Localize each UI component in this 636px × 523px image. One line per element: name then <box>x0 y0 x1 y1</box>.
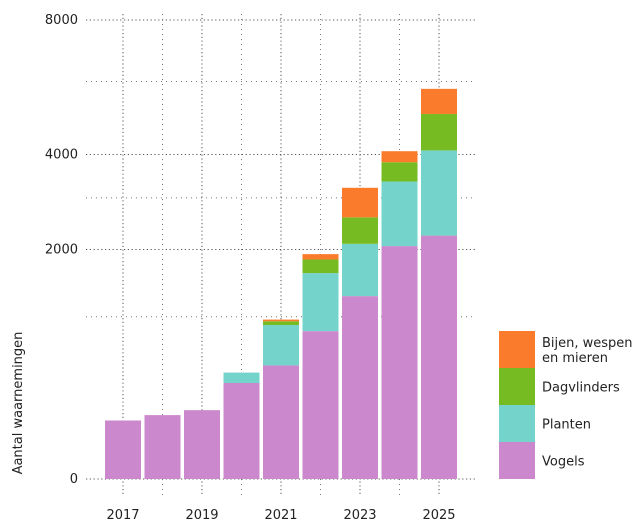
bar-segment <box>342 187 378 218</box>
bar-segment <box>302 331 339 479</box>
x-tick-label: 2025 <box>422 508 455 523</box>
bar-segment <box>302 273 339 332</box>
bar-segment <box>421 150 457 236</box>
legend-label: en mieren <box>542 351 608 366</box>
bar-segment <box>263 365 299 479</box>
x-tick-label: 2019 <box>185 508 218 523</box>
legend-swatch <box>499 368 535 405</box>
bar-segment <box>223 382 260 479</box>
bar-segment <box>263 325 299 366</box>
y-axis-title: Aantal waarnemingen <box>11 332 26 475</box>
legend-label: Planten <box>542 418 591 433</box>
y-tick-label: 2000 <box>45 243 78 258</box>
bar-segment <box>421 113 457 151</box>
y-tick-label: 8000 <box>45 13 78 28</box>
bar-segment <box>302 254 339 260</box>
legend-swatch <box>499 331 535 368</box>
bar-segment <box>184 410 220 479</box>
y-tick-label: 0 <box>70 472 78 487</box>
legend-swatch <box>499 405 535 442</box>
legend-label: Vogels <box>542 455 585 470</box>
bar-segment <box>223 372 260 383</box>
bar-segment <box>421 88 457 114</box>
bar-segment <box>263 321 299 326</box>
bar-segment <box>263 319 299 322</box>
bar-segment <box>144 415 181 479</box>
bar-segment <box>302 259 339 274</box>
bar-segment <box>381 151 418 163</box>
y-tick-label: 4000 <box>45 147 78 162</box>
bar-segment <box>421 235 457 479</box>
bar-segment <box>342 243 378 297</box>
legend-label: Bijen, wespen <box>542 336 633 351</box>
legend: Vogels Planten Dagvlinders Bijen, wespenen … <box>499 331 633 479</box>
x-axis: 2017 2019 2021 2023 2025 <box>106 508 455 523</box>
legend-label: Dagvlinders <box>542 381 620 396</box>
bar-segment <box>342 217 378 244</box>
bar-segment <box>381 162 418 182</box>
bar-segment <box>381 181 418 247</box>
bar-segment <box>342 296 378 479</box>
y-axis: 0 2000 4000 8000 <box>45 13 78 487</box>
x-tick-label: 2023 <box>343 508 376 523</box>
bars <box>105 88 457 479</box>
legend-swatch <box>499 442 535 479</box>
x-tick-label: 2017 <box>106 508 139 523</box>
bar-segment <box>381 246 418 479</box>
x-tick-label: 2021 <box>264 508 297 523</box>
bar-segment <box>105 420 141 479</box>
